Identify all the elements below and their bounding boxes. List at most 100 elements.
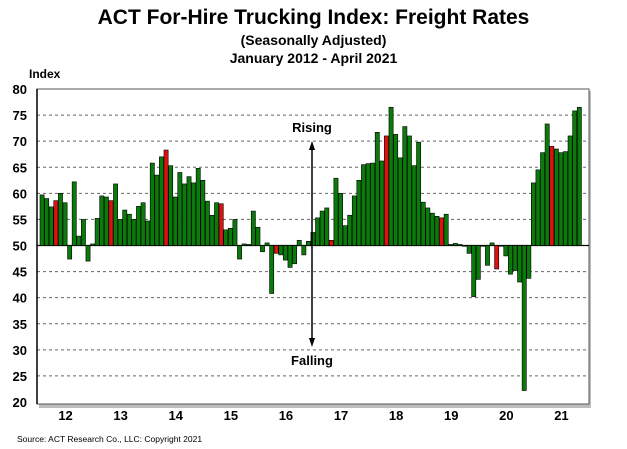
bar-april: [273, 245, 279, 254]
y-tick-label: 30: [13, 343, 27, 358]
bar: [475, 245, 481, 280]
bar: [71, 181, 77, 246]
bar: [154, 174, 160, 246]
bar: [471, 245, 477, 297]
bar: [567, 135, 573, 246]
bar: [227, 227, 233, 246]
bar: [177, 172, 183, 246]
bar: [214, 202, 219, 246]
bar: [572, 110, 578, 246]
bar: [205, 200, 210, 246]
bar: [186, 176, 192, 246]
x-tick-label: 15: [224, 408, 238, 423]
bar: [489, 242, 495, 246]
y-axis-label: Index: [29, 67, 61, 81]
bar: [250, 210, 256, 246]
bar: [241, 243, 247, 246]
bar-april: [549, 146, 555, 246]
bar: [508, 245, 513, 275]
x-tick-label: 19: [444, 408, 458, 423]
bar: [485, 245, 490, 266]
bar-april: [218, 203, 224, 246]
bar: [425, 207, 431, 246]
x-tick-label: 14: [169, 408, 184, 423]
bar: [498, 245, 504, 247]
bar: [434, 215, 440, 246]
bar: [117, 219, 123, 246]
bar: [140, 202, 146, 246]
bar: [393, 134, 399, 246]
bar: [553, 148, 559, 246]
bar: [200, 179, 206, 246]
bar: [310, 232, 316, 246]
bar: [342, 225, 348, 246]
bar: [149, 162, 155, 246]
chart-title: ACT For-Hire Trucking Index: Freight Rat…: [97, 6, 530, 29]
bar: [145, 220, 151, 246]
bar: [452, 243, 458, 246]
bar: [558, 152, 564, 246]
bar: [448, 244, 454, 246]
bar: [131, 219, 137, 246]
bar: [287, 245, 293, 268]
bar: [99, 195, 105, 246]
y-tick-label: 80: [13, 82, 27, 97]
bar: [521, 245, 527, 391]
bar: [283, 245, 288, 261]
bar: [232, 219, 238, 246]
bar: [347, 214, 353, 246]
bar: [443, 213, 449, 246]
bar: [402, 126, 408, 246]
chart-period: January 2012 - April 2021: [229, 50, 398, 66]
bar: [90, 243, 96, 246]
y-tick-label: 40: [13, 291, 27, 306]
bar: [122, 209, 128, 246]
y-tick-label: 75: [13, 108, 27, 123]
bar: [480, 245, 486, 247]
bar: [269, 245, 275, 294]
y-tick-label: 70: [13, 134, 27, 149]
y-tick-label: 25: [13, 369, 27, 384]
bar-april: [494, 245, 500, 270]
bar: [264, 242, 270, 246]
bar: [370, 162, 376, 246]
y-tick-label: 20: [13, 395, 27, 410]
x-tick-label: 13: [113, 408, 127, 423]
bar: [292, 245, 298, 265]
bar: [126, 213, 132, 246]
bar: [172, 196, 178, 246]
rising-label: Rising: [292, 120, 332, 135]
bar: [407, 135, 412, 246]
bar: [576, 106, 582, 246]
bar: [76, 235, 82, 246]
bar: [62, 202, 68, 246]
bar: [512, 245, 518, 271]
bar: [540, 152, 545, 246]
bar: [397, 157, 403, 246]
bar: [168, 165, 174, 246]
rising-falling-arrow: [309, 141, 315, 347]
bar: [544, 123, 550, 246]
bar: [195, 167, 201, 246]
y-tick-label: 50: [13, 239, 27, 254]
bar: [58, 193, 63, 246]
x-tick-label: 12: [58, 408, 72, 423]
bar: [503, 245, 509, 257]
source-note: Source: ACT Research Co., LLC: Copyright…: [17, 434, 203, 444]
bar: [324, 207, 330, 246]
bar: [237, 245, 242, 260]
x-tick-label: 16: [279, 408, 293, 423]
bar: [374, 132, 380, 246]
bar: [411, 165, 417, 246]
bar-april: [53, 200, 59, 246]
bar: [338, 193, 343, 246]
bar: [388, 106, 394, 246]
bar: [113, 183, 118, 246]
bar-april: [163, 149, 169, 246]
falling-label: Falling: [291, 353, 333, 368]
chart-subtitle: (Seasonally Adjusted): [240, 32, 387, 48]
bar: [278, 245, 284, 256]
bar: [420, 201, 426, 246]
bar: [379, 160, 385, 246]
